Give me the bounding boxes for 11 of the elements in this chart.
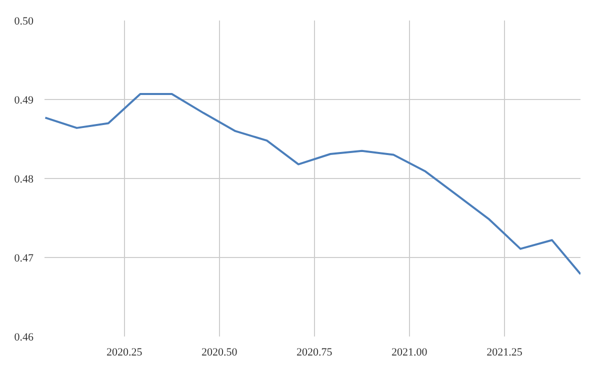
x-tick-label: 2021.25: [486, 346, 523, 358]
y-tick-label: 0.46: [14, 332, 34, 344]
line-series: [44, 92, 580, 276]
x-tick-label: 2020.50: [201, 346, 238, 358]
y-tick-label: 0.48: [14, 174, 34, 186]
x-tick-label: 2020.25: [106, 346, 143, 358]
y-tick-label: 0.47: [14, 252, 34, 264]
y-tick-label: 0.49: [14, 94, 34, 106]
x-tick-label: 2021.00: [392, 346, 428, 358]
x-tick-label: 2020.75: [296, 346, 333, 358]
y-tick-label: 0.50: [14, 16, 34, 28]
